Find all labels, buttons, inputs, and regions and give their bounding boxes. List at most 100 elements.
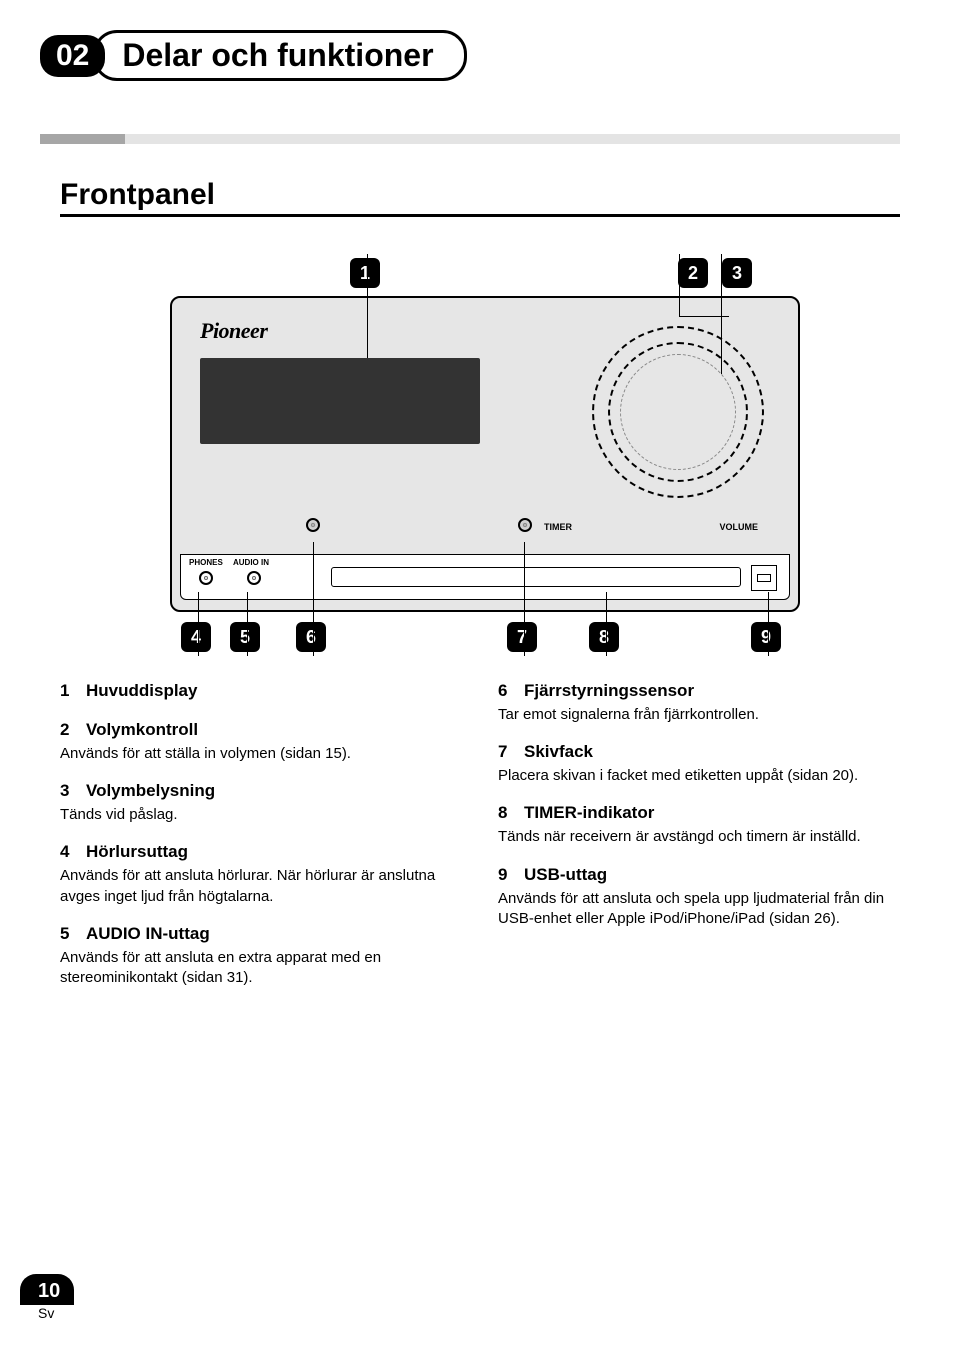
item-desc: Används för att ansluta hörlurar. När hö… [60,866,462,907]
callout-2: 2 [678,258,708,288]
right-column: 6Fjärrstyrningssensor Tar emot signalern… [498,680,900,1004]
phones-label: PHONES [189,558,223,567]
callout-3: 3 [722,258,752,288]
list-item: 5AUDIO IN-uttag Används för att ansluta … [60,923,462,988]
leader-line [367,254,368,358]
header-divider [40,134,900,144]
item-desc: Tänds vid påslag. [60,805,462,825]
device-bottom-bar: PHONES AUDIO IN [180,554,790,600]
frontpanel-diagram: 1 2 3 Pioneer TIMER VOLUME PHONES AUDIO … [170,258,800,652]
item-number: 8 [498,802,524,825]
item-title: 4Hörlursuttag [60,841,462,864]
item-number: 9 [498,864,524,887]
callout-9: 9 [751,622,781,652]
spacer [211,622,230,652]
page-header: 02 Delar och funktioner [40,30,900,81]
item-title: 5AUDIO IN-uttag [60,923,462,946]
leader-line [198,592,199,656]
audioin-jack-icon [247,571,261,585]
item-desc: Tänds när receivern är avstängd och time… [498,827,900,847]
timer-indicator-led [306,518,320,532]
ir-sensor [518,518,532,532]
leader-line [524,542,525,656]
list-item: 7Skivfack Placera skivan i facket med et… [498,741,900,786]
leader-line [768,592,769,656]
disc-tray-slot [331,567,741,587]
item-name: Hörlursuttag [86,842,188,861]
spacer [260,622,296,652]
led-inner [311,523,315,527]
page-number-badge: 10 [20,1274,74,1305]
leader-line [313,542,314,656]
item-name: Volymbelysning [86,781,215,800]
item-name: Fjärrstyrningssensor [524,681,694,700]
item-desc: Tar emot signalerna från fjärrkontrollen… [498,705,900,725]
item-title: 2Volymkontroll [60,719,462,742]
item-number: 1 [60,680,86,703]
item-name: Huvuddisplay [86,681,197,700]
leader-line [721,254,722,374]
volume-knob [592,326,764,498]
list-item: 9USB-uttag Används för att ansluta och s… [498,864,900,929]
list-item: 4Hörlursuttag Används för att ansluta hö… [60,841,462,906]
callout-4: 4 [181,622,211,652]
item-number: 6 [498,680,524,703]
sensor-inner [523,523,527,527]
leader-line [606,592,607,656]
item-title: 7Skivfack [498,741,900,764]
callout-6: 6 [296,622,326,652]
device-panel: Pioneer TIMER VOLUME PHONES AUDIO IN [170,296,800,612]
callout-row-bottom: 4 5 6 7 8 9 [170,622,800,652]
callout-7: 7 [507,622,537,652]
spacer [170,622,181,652]
audioin-label: AUDIO IN [233,558,269,567]
callout-5: 5 [230,622,260,652]
page-footer: 10 Sv [20,1274,74,1321]
list-item: 3Volymbelysning Tänds vid påslag. [60,780,462,825]
item-desc: Används för att ansluta en extra apparat… [60,948,462,989]
description-columns: 1Huvuddisplay 2Volymkontroll Används för… [60,680,900,1004]
section-heading: Frontpanel [60,178,900,217]
leader-line [247,592,248,656]
item-title: 6Fjärrstyrningssensor [498,680,900,703]
volume-label: VOLUME [719,522,758,532]
item-name: AUDIO IN-uttag [86,924,210,943]
spacer [537,622,589,652]
chapter-title: Delar och funktioner [93,30,466,81]
spacer [326,622,507,652]
chapter-number-badge: 02 [40,35,105,77]
main-display [200,358,480,444]
item-number: 7 [498,741,524,764]
page-language: Sv [20,1305,74,1321]
leader-line [679,254,680,316]
item-number: 4 [60,841,86,864]
item-name: TIMER-indikator [524,803,654,822]
list-item: 8TIMER-indikator Tänds när receivern är … [498,802,900,847]
phones-jack-icon [199,571,213,585]
usb-port-icon [751,565,777,591]
item-title: 3Volymbelysning [60,780,462,803]
item-desc: Används för att ställa in volymen (sidan… [60,744,462,764]
list-item: 6Fjärrstyrningssensor Tar emot signalern… [498,680,900,725]
left-column: 1Huvuddisplay 2Volymkontroll Används för… [60,680,462,1004]
item-number: 2 [60,719,86,742]
list-item: 2Volymkontroll Används för att ställa in… [60,719,462,764]
spacer [619,622,751,652]
item-name: Skivfack [524,742,593,761]
callout-1: 1 [350,258,380,288]
item-number: 5 [60,923,86,946]
header-divider-accent [40,134,125,144]
item-title: 8TIMER-indikator [498,802,900,825]
header-divider-rest [125,134,900,144]
item-title: 9USB-uttag [498,864,900,887]
item-name: USB-uttag [524,865,607,884]
callout-row-top: 1 2 3 [170,258,800,288]
item-title: 1Huvuddisplay [60,680,462,703]
item-number: 3 [60,780,86,803]
item-desc: Placera skivan i facket med etiketten up… [498,766,900,786]
list-item: 1Huvuddisplay [60,680,462,703]
callout-8: 8 [589,622,619,652]
spacer [394,258,664,288]
item-desc: Används för att ansluta och spela upp lj… [498,889,900,930]
timer-label: TIMER [544,522,572,532]
